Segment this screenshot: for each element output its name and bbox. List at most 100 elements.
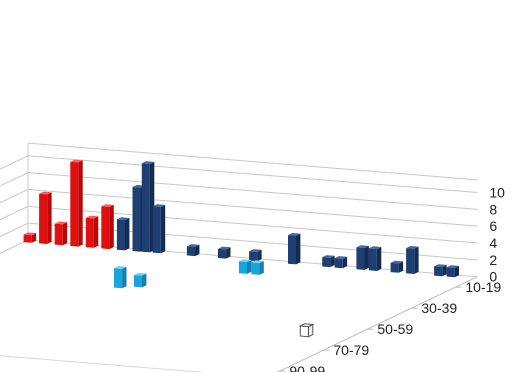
bar-23 [238,259,252,274]
bar-0-top [23,232,37,236]
bar-11 [218,246,231,259]
bar-13-top [288,233,301,236]
bar-10-top [186,244,200,247]
bar-24-side [259,261,264,275]
bar-3 [70,159,83,247]
bar-3-top [70,159,83,163]
bar-13-front [288,235,296,265]
bar-25 [114,266,127,289]
gridline-side-0 [0,239,29,254]
bar-6 [116,217,130,251]
bar-9-side [160,204,166,254]
bar-19-top [406,246,419,249]
bar-20-front [434,266,443,277]
gridline-side-8 [0,172,29,187]
bar-1-front [39,193,48,244]
bar-20 [434,264,447,277]
bar-24 [251,260,264,275]
bar-25-top [114,266,127,269]
bar-23-front [238,261,247,274]
bar-5-top [101,204,114,207]
bar-16 [356,245,369,270]
bar-15-front [334,258,343,269]
gridline-back-6 [27,188,478,227]
bar-6-side [125,218,130,251]
bar-26-top [298,323,315,328]
bar-22-side [142,273,147,288]
bar-17 [368,246,382,271]
bar-4-top [85,215,99,219]
bar-10-side [195,244,200,257]
bar-13 [288,233,301,265]
chart-bars [23,159,459,338]
bar-11-front [218,248,227,259]
depth-tick-label-90-99: 90-99 [289,363,325,372]
bar-7-top [132,184,145,188]
bar-20-side [442,264,447,277]
bar-17-front [368,248,377,271]
bar-0-side [31,233,37,243]
bar-15-side [342,256,348,269]
bar-2 [54,221,68,246]
bar-1-top [39,191,52,195]
bar-18 [390,260,404,273]
bar-16-top [356,245,369,248]
bar-8-front [141,163,150,253]
bar-21-front [446,267,455,278]
bar-26-front [299,325,309,338]
bar-9-top [152,204,166,207]
bar-1 [39,191,52,244]
bar-14-top [322,255,335,258]
z-tick-label-10: 10 [489,185,505,201]
bar-12-front [249,251,258,262]
bar-5-side [109,204,114,250]
bar-18-front [390,262,399,273]
bar-16-side [364,245,369,270]
bar-26 [298,323,315,338]
bar-6-top [116,217,130,221]
bar-10-front [186,246,195,257]
bar-22-top [134,272,147,276]
z-tick-label-4: 4 [489,235,497,251]
bar-2-top [54,221,68,225]
bar-23-top [238,259,252,263]
bar-23-side [247,260,252,274]
bar-9 [152,204,166,254]
bar-21-top [446,265,459,268]
bar-11-side [226,247,231,259]
depth-tick-label-70-79: 70-79 [333,342,369,358]
bar-5-front [101,206,110,250]
bar-8 [141,161,155,253]
bar-19-front [406,248,415,274]
bar-0 [23,232,37,243]
gridline-back-8 [27,172,478,210]
gridline-back-10 [27,155,478,194]
bar-11-top [218,246,231,250]
bar-22 [134,272,147,288]
bar-4-side [93,216,99,248]
bar-14 [322,255,335,268]
bar-10 [186,244,200,257]
bar-7-front [132,187,141,252]
depth-tick-label-10-19: 10-19 [465,279,501,295]
bar-5 [101,204,114,250]
bar-24-front [251,262,260,275]
depth-tick-label-50-59: 50-59 [377,321,413,337]
bar-9-front [152,206,161,254]
bar-3-front [70,161,79,247]
bar-17-top [368,246,382,250]
z-tick-label-6: 6 [489,218,497,234]
depth-axis-line [276,276,478,372]
bar-25-front [114,268,123,289]
bar-3-side [78,160,83,247]
bar-2-front [54,223,63,246]
z-tick-label-8: 8 [489,201,497,217]
bar-17-side [376,247,382,271]
bar-12-side [257,249,262,262]
z-tick-label-0: 0 [489,269,497,285]
bar-24-top [251,260,264,264]
bar-13-side [296,233,301,265]
bar-22-front [134,275,142,288]
gridline-side-4 [0,205,29,221]
